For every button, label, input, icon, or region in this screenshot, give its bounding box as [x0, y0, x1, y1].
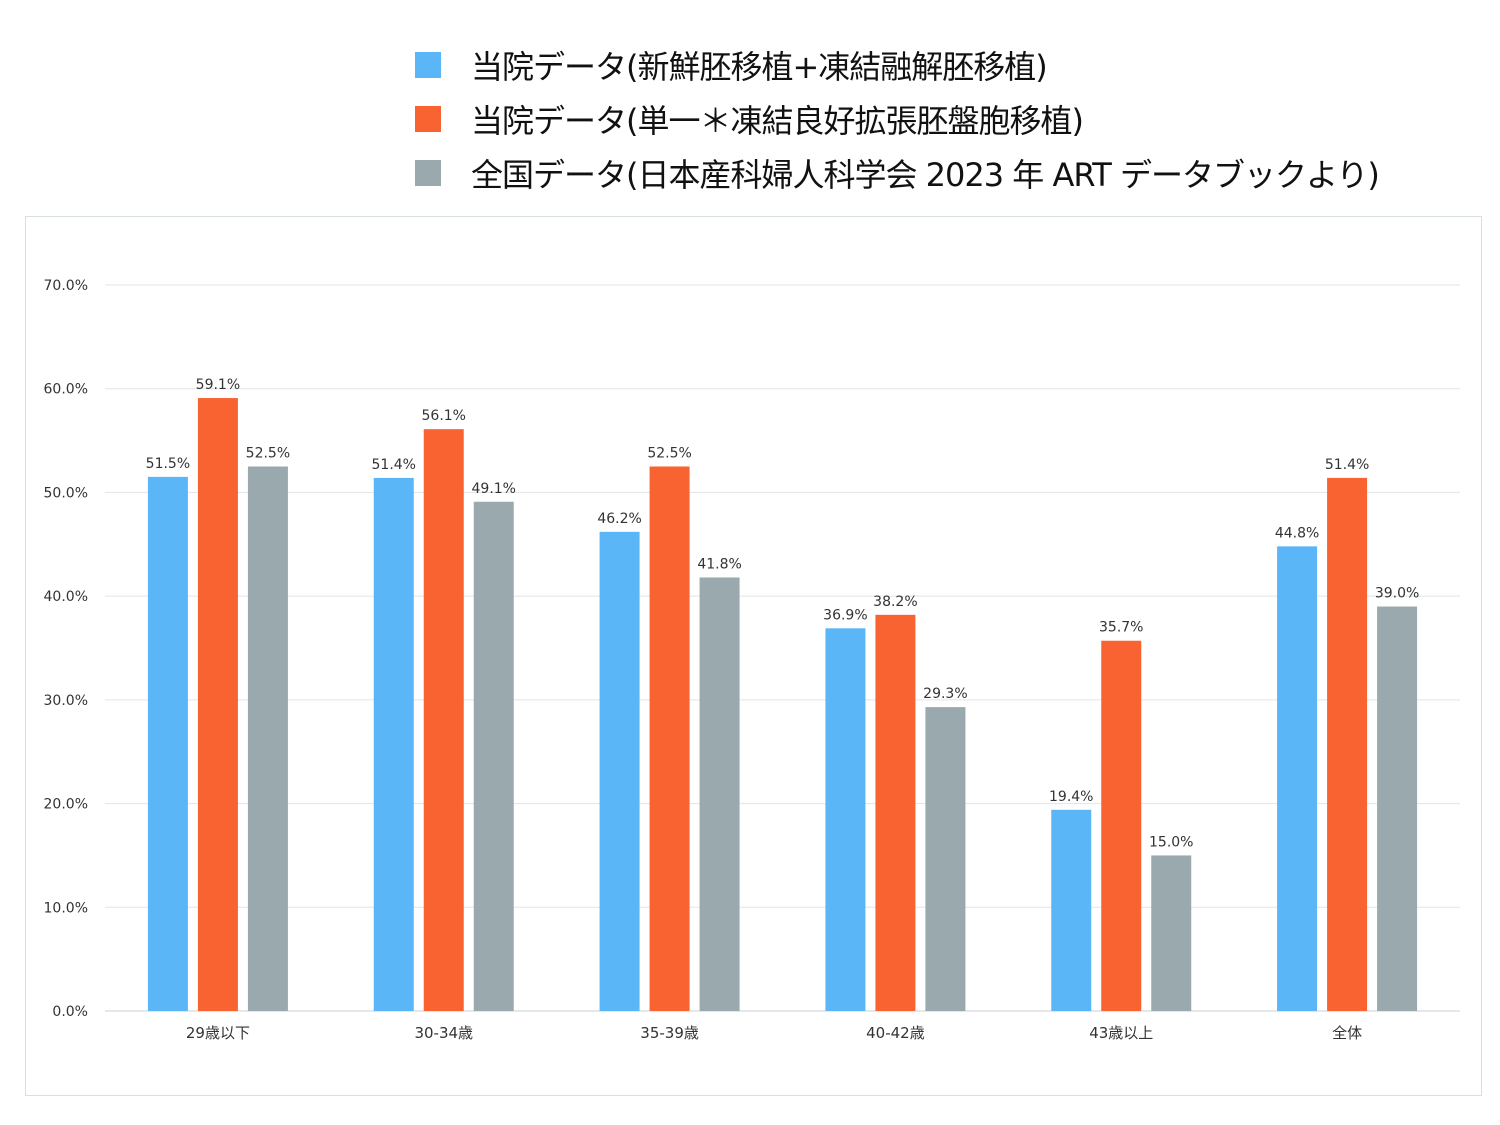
legend-item-national: 全国データ(日本産科婦人科学会 2023 年 ART データブックより) [415, 146, 1380, 200]
bar [1151, 855, 1192, 1011]
bar [373, 477, 414, 1011]
data-label: 52.5% [647, 446, 691, 462]
data-label: 38.2% [873, 594, 917, 610]
data-label: 36.9% [823, 607, 867, 623]
data-label: 59.1% [196, 377, 240, 393]
data-label: 51.4% [372, 457, 416, 473]
y-tick-label: 0.0% [52, 1004, 88, 1020]
legend-label: 当院データ(新鮮胚移植+凍結融解胚移植) [471, 48, 1048, 86]
data-label: 51.4% [1325, 457, 1369, 473]
bar [1377, 606, 1418, 1011]
y-tick-label: 40.0% [44, 589, 88, 605]
bar [1277, 546, 1318, 1011]
bar [247, 466, 288, 1011]
data-label: 39.0% [1375, 586, 1419, 602]
chart-frame [25, 216, 1482, 1096]
data-label: 44.8% [1275, 525, 1319, 541]
legend-item-clinic-all: 当院データ(新鮮胚移植+凍結融解胚移植) [415, 38, 1379, 92]
bar [649, 466, 690, 1011]
bar [699, 577, 740, 1011]
bar [599, 531, 640, 1011]
x-tick-label: 43歳以上 [1089, 1024, 1153, 1042]
legend-label: 当院データ(単一＊凍結良好拡張胚盤胞移植) [471, 102, 1084, 140]
y-tick-label: 30.0% [44, 693, 88, 709]
y-tick-label: 10.0% [44, 900, 88, 916]
data-label: 46.2% [597, 511, 641, 527]
x-tick-label: 40-42歳 [866, 1024, 925, 1042]
bar [1101, 640, 1142, 1011]
data-label: 19.4% [1049, 789, 1093, 805]
bar [147, 476, 188, 1011]
data-label: 52.5% [246, 446, 290, 462]
data-label: 15.0% [1149, 834, 1193, 850]
bar [473, 501, 514, 1011]
legend-swatch-gray [415, 160, 441, 186]
data-label: 49.1% [472, 481, 516, 497]
data-label: 35.7% [1099, 620, 1143, 636]
legend-label: 全国データ(日本産科婦人科学会 2023 年 ART データブックより) [471, 156, 1380, 194]
legend: 当院データ(新鮮胚移植+凍結融解胚移植) 当院データ(単一＊凍結良好拡張胚盤胞移… [415, 38, 1380, 200]
y-tick-label: 60.0% [44, 382, 88, 398]
bar [825, 628, 866, 1011]
bar [197, 398, 238, 1011]
legend-swatch-blue [415, 52, 441, 78]
data-label: 51.5% [146, 456, 190, 472]
x-tick-label: 全体 [1332, 1024, 1362, 1042]
bar [925, 707, 966, 1011]
data-label: 41.8% [697, 556, 741, 572]
y-tick-label: 50.0% [44, 485, 88, 501]
data-label: 29.3% [923, 686, 967, 702]
x-tick-label: 29歳以下 [186, 1024, 250, 1042]
bar [875, 614, 916, 1011]
y-tick-label: 70.0% [44, 278, 88, 294]
x-tick-label: 30-34歳 [414, 1024, 473, 1042]
bar [1051, 809, 1092, 1011]
bar [1327, 477, 1368, 1011]
legend-swatch-orange [415, 106, 441, 132]
legend-item-clinic-blastocyst: 当院データ(単一＊凍結良好拡張胚盤胞移植) [415, 92, 1379, 146]
bar [423, 429, 464, 1012]
x-tick-label: 35-39歳 [640, 1024, 699, 1042]
y-tick-label: 20.0% [44, 797, 88, 813]
data-label: 56.1% [422, 408, 466, 424]
